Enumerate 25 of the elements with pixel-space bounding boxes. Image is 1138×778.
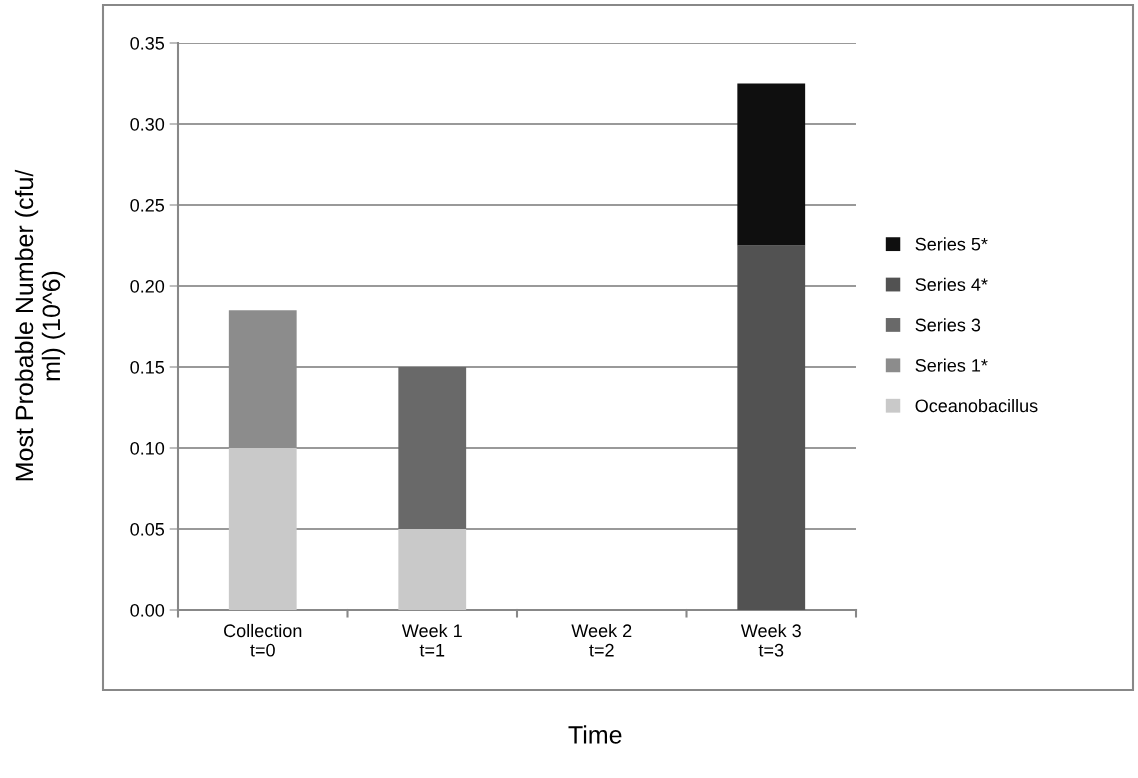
y-tick-label: 0.10 [130,441,165,455]
y-axis-title: Most Probable Number (cfu/ ml) (10^6) [14,169,66,481]
y-tick-label: 0.25 [130,198,165,212]
bar [737,83,806,246]
y-tick-label: 0.30 [130,117,165,131]
legend-label: Series 1* [915,358,988,372]
legend-label: Series 5* [915,237,988,251]
y-tick-label: 0.35 [130,36,165,50]
x-tick-label: Week 2 t=2 [571,623,632,657]
bar [228,448,297,610]
y-tick-label: 0.20 [130,279,165,293]
x-axis-title: Time [568,725,622,744]
bar [398,367,467,529]
y-tick-label: 0.05 [130,522,165,536]
bar [398,529,467,610]
x-tick-label: Week 1 t=1 [401,623,462,657]
legend-label: Series 4* [915,277,988,291]
legend-label: Oceanobacillus [915,398,1038,413]
x-tick-label: Collection t=0 [224,623,302,657]
y-tick-label: 0.00 [130,603,165,617]
y-tick-label: 0.15 [130,360,165,374]
legend-label: Series 3 [915,318,981,332]
bar [228,310,297,448]
bar [737,245,806,610]
x-tick-label: Week 3 t=3 [740,623,801,657]
